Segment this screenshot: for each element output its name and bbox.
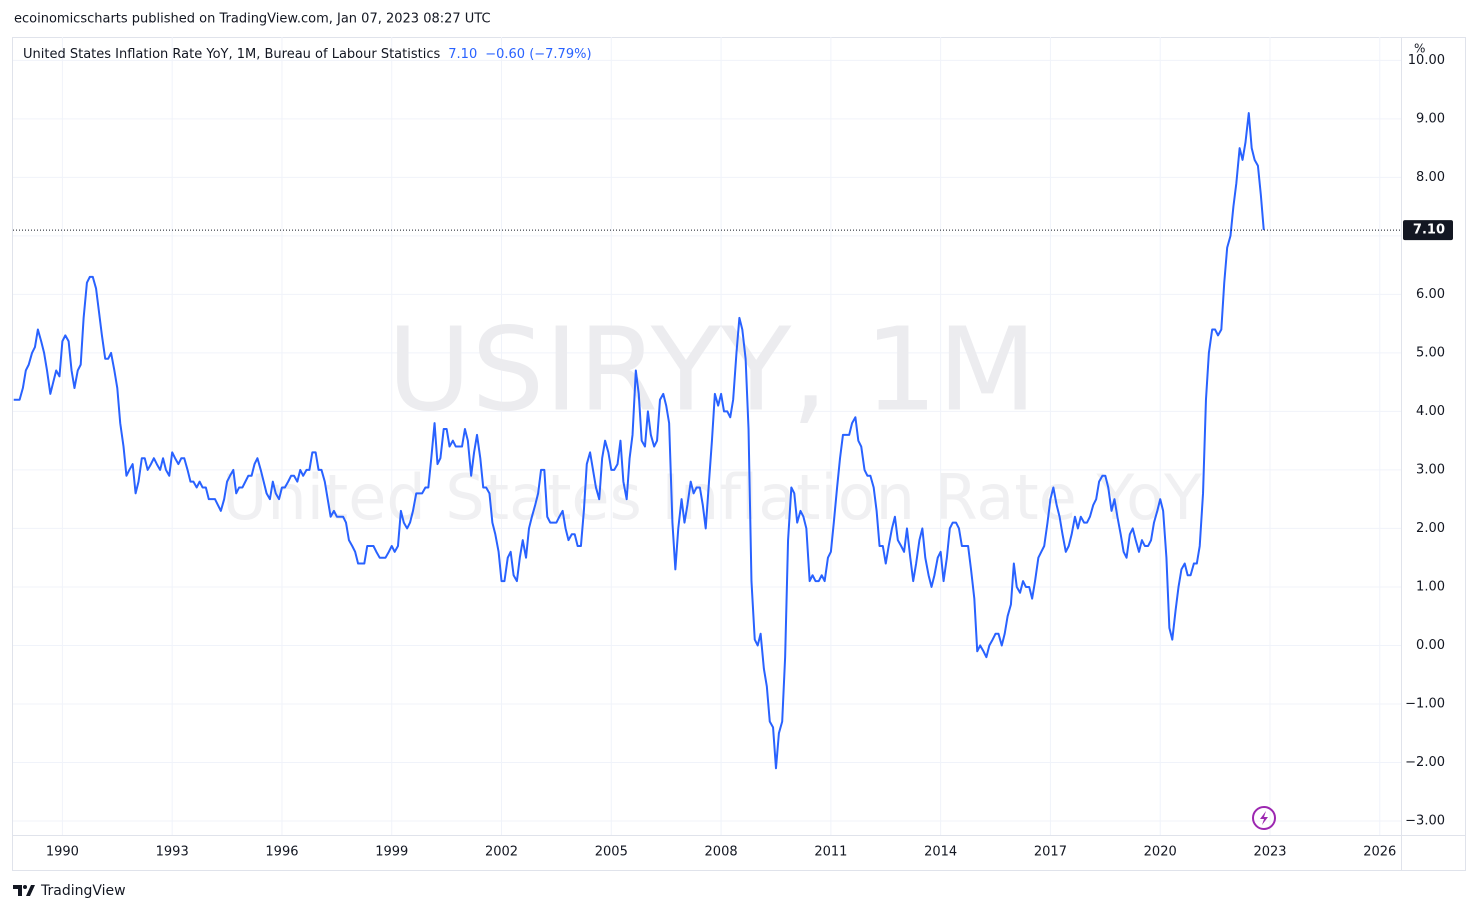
plot bbox=[13, 112, 1401, 770]
x-tick-label: 2020 bbox=[1144, 845, 1177, 860]
footer-logo: TradingView bbox=[13, 883, 126, 899]
y-tick-label: −3.00 bbox=[1405, 813, 1445, 828]
y-tick-label: 1.00 bbox=[1416, 579, 1445, 594]
y-tick-label: 6.00 bbox=[1416, 287, 1445, 302]
x-tick-label: 2026 bbox=[1363, 845, 1396, 860]
x-tick-label: 1996 bbox=[265, 845, 298, 860]
x-tick-label: 2008 bbox=[705, 845, 738, 860]
y-tick-label: −2.00 bbox=[1405, 755, 1445, 770]
legend-value: 7.10 bbox=[448, 47, 477, 62]
x-tick-label: 2017 bbox=[1034, 845, 1067, 860]
x-tick-label: 1999 bbox=[375, 845, 408, 860]
y-tick-label: −1.00 bbox=[1405, 696, 1445, 711]
legend-change: −0.60 (−7.79%) bbox=[485, 47, 591, 62]
x-tick-label: 2011 bbox=[814, 845, 847, 860]
last-value-box bbox=[1403, 220, 1453, 241]
watermark-symbol: USIRYY, 1M bbox=[387, 304, 1037, 438]
footer-text: TradingView bbox=[40, 883, 126, 899]
x-tick-label: 1990 bbox=[46, 845, 79, 860]
x-tick-label: 2023 bbox=[1253, 845, 1286, 860]
y-tick-label: 2.00 bbox=[1416, 521, 1445, 536]
x-tick-label: 2014 bbox=[924, 845, 957, 860]
y-tick-label: 10.00 bbox=[1408, 53, 1445, 68]
grid bbox=[13, 37, 1401, 835]
logo-dot bbox=[23, 885, 27, 889]
legend: United States Inflation Rate YoY, 1M, Bu… bbox=[23, 47, 592, 62]
icon-bolt bbox=[1260, 811, 1268, 825]
chart-frame bbox=[12, 37, 1466, 871]
series-line bbox=[13, 112, 1265, 770]
logo-mark bbox=[13, 885, 35, 896]
x-tick-label: 2005 bbox=[595, 845, 628, 860]
y-tick-label: 4.00 bbox=[1416, 404, 1445, 419]
axes: −3.00 −2.00 −1.00 0.00 1.00 2.00 3.00 4.00 5.00 6… bbox=[46, 53, 1453, 860]
x-tick-label: 2002 bbox=[485, 845, 518, 860]
y-tick-label: 5.00 bbox=[1416, 345, 1445, 360]
last-value-label: 7.10 bbox=[1413, 223, 1445, 238]
watermark-name: United States Inflation Rate YoY bbox=[222, 461, 1202, 534]
header: ecoinomicscharts published on TradingVie… bbox=[14, 12, 491, 27]
legend-name: United States Inflation Rate YoY, 1M, Bu… bbox=[23, 47, 440, 62]
watermark: USIRYY, 1M United States Inflation Rate … bbox=[222, 304, 1202, 534]
x-tick-label: 1993 bbox=[156, 845, 189, 860]
icon-ring bbox=[1252, 806, 1276, 830]
y-axis-unit: % bbox=[1414, 42, 1425, 56]
lightning-icon[interactable] bbox=[1252, 806, 1276, 830]
y-tick-label: 3.00 bbox=[1416, 462, 1445, 477]
y-tick-label: 9.00 bbox=[1416, 111, 1445, 126]
y-tick-label: 0.00 bbox=[1416, 638, 1445, 653]
y-tick-label: 8.00 bbox=[1416, 170, 1445, 185]
